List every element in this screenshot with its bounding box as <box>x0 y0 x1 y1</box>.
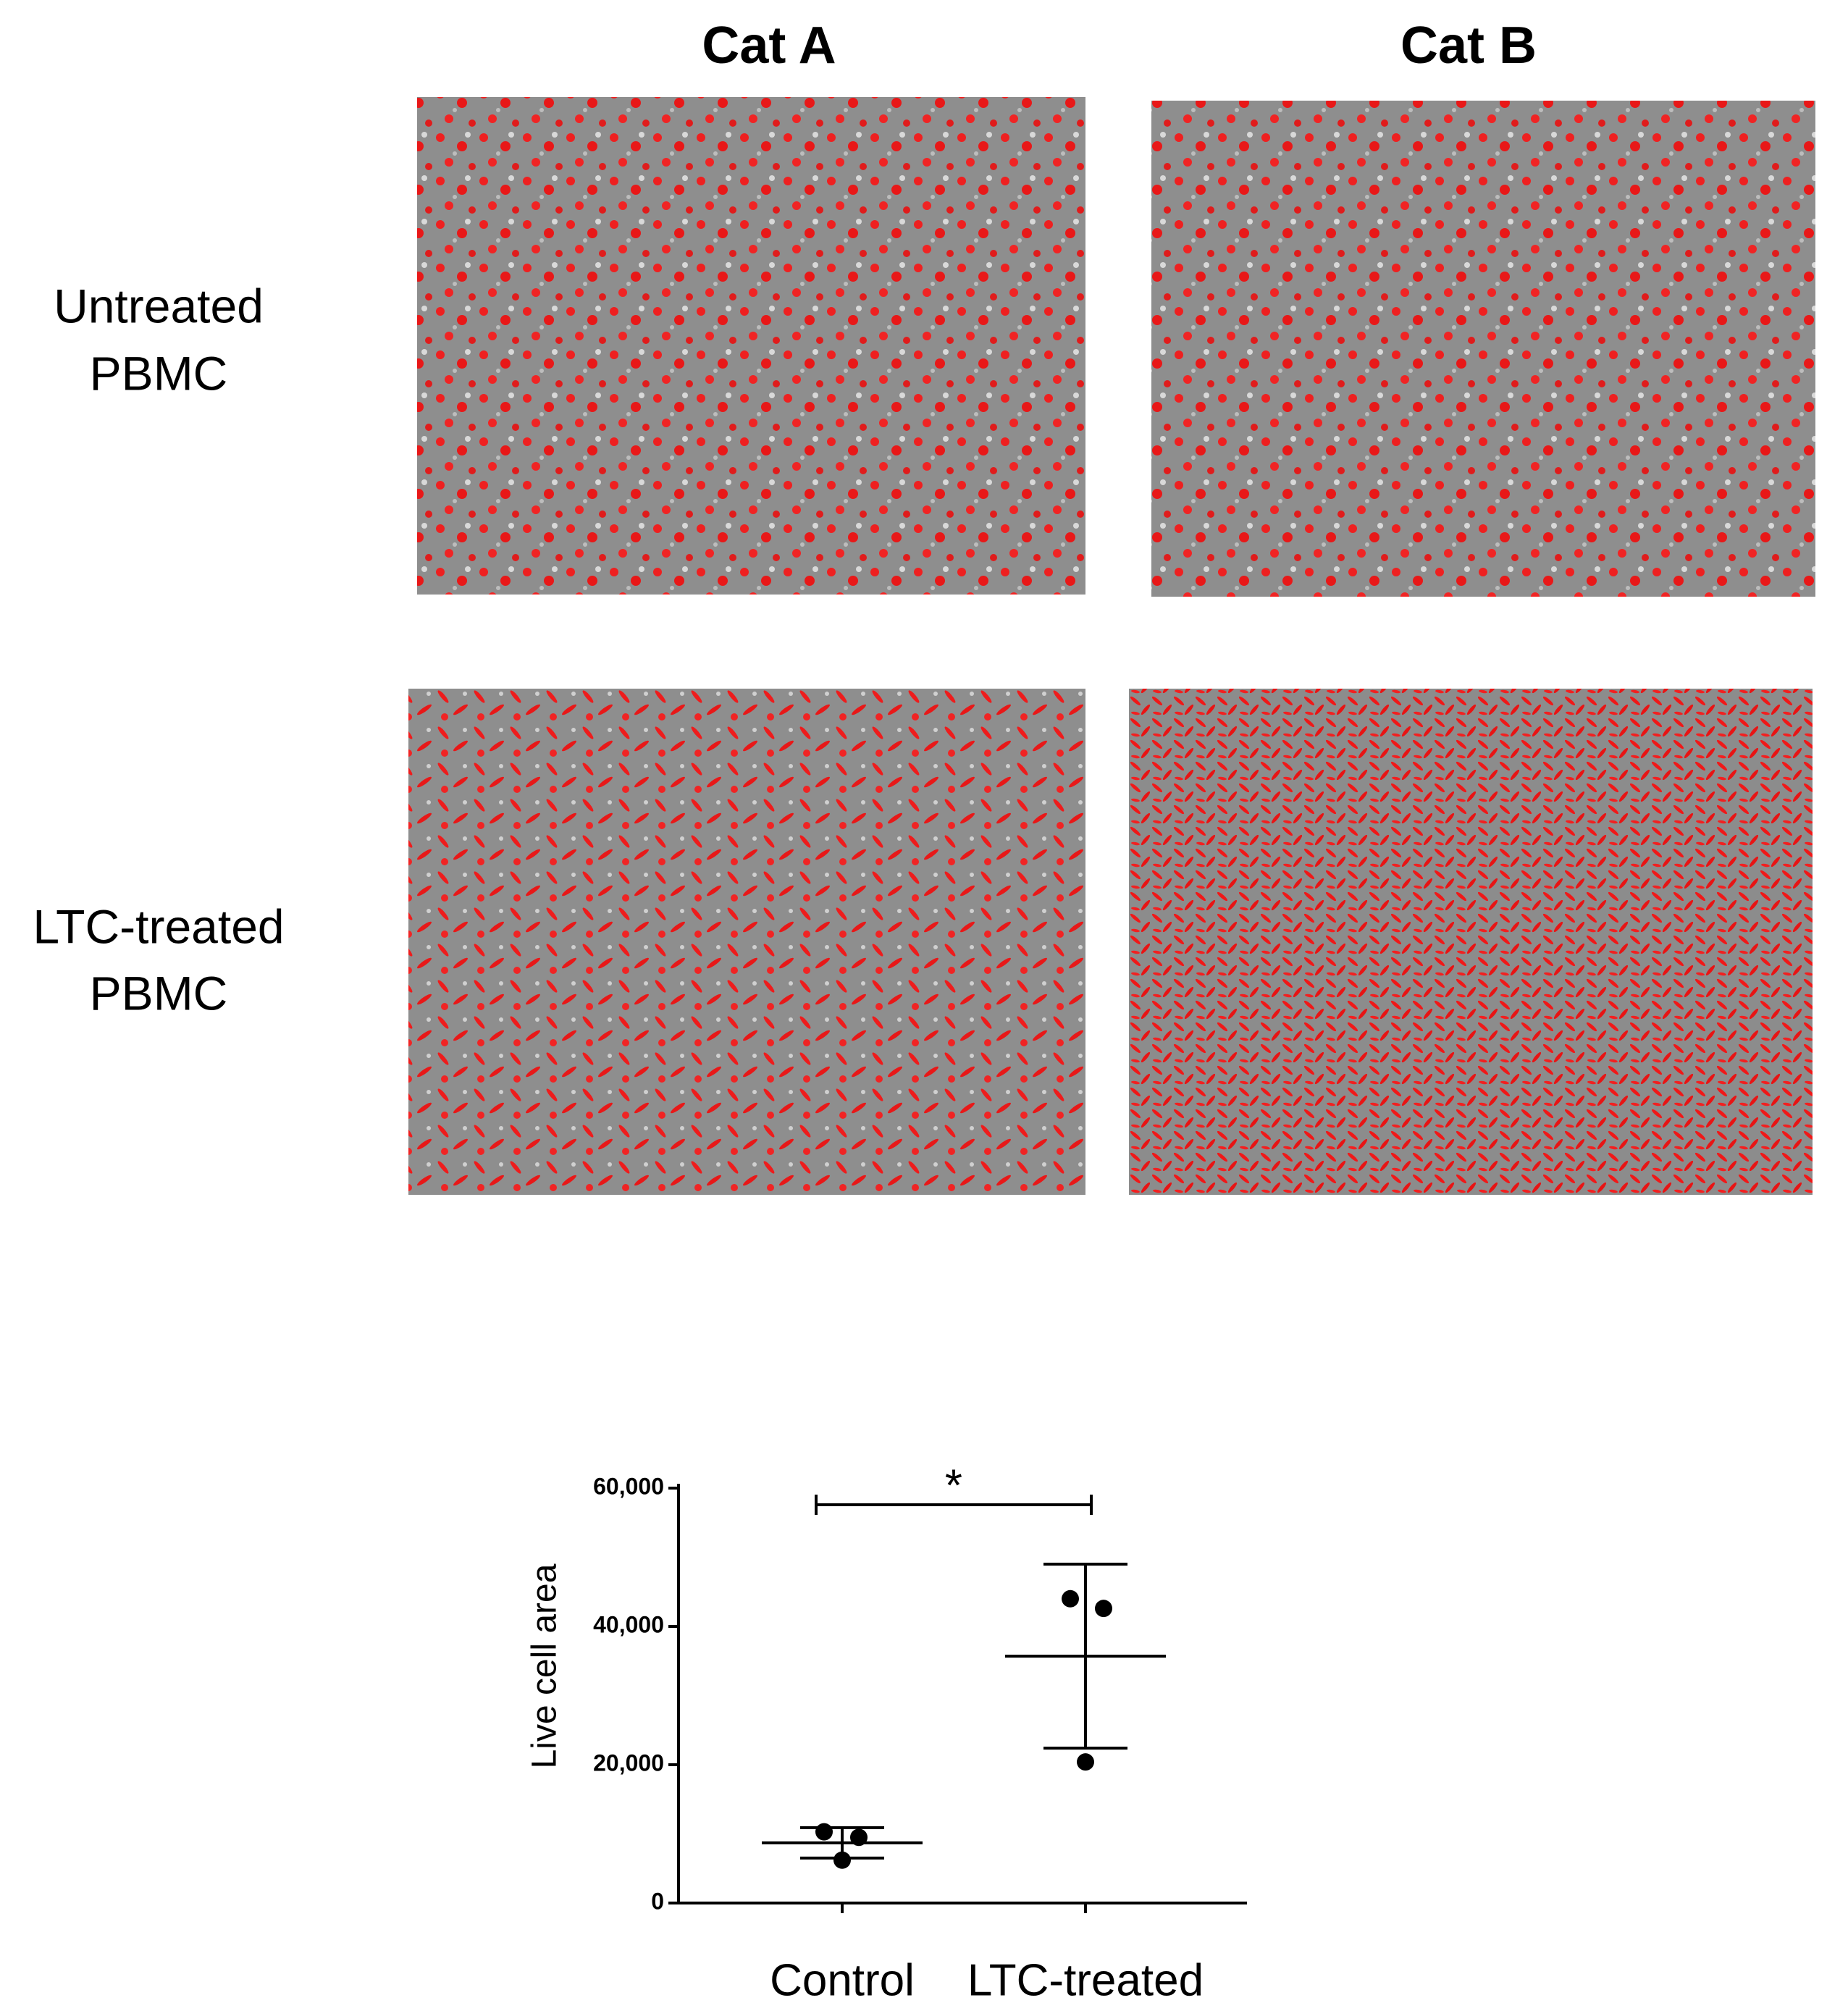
x-tick-label: LTC-treated <box>967 1955 1204 2005</box>
micrograph <box>417 97 1085 595</box>
row-label: PBMC <box>90 346 228 400</box>
row-label: Untreated <box>54 279 264 332</box>
y-axis-label: Live cell area <box>526 1563 564 1768</box>
micrograph <box>1129 689 1813 1195</box>
y-tick-label: 60,000 <box>593 1473 664 1499</box>
data-point <box>850 1828 868 1847</box>
significance-label: * <box>945 1461 962 1511</box>
y-tick-label: 20,000 <box>593 1750 664 1776</box>
y-tick-label: 40,000 <box>593 1611 664 1637</box>
data-point <box>1095 1600 1112 1618</box>
dot-plot: Live cell area 0 20,000 40,000 60,000 Contro… <box>526 1461 1247 2005</box>
data-point <box>833 1851 851 1869</box>
y-tick-label: 0 <box>651 1888 664 1914</box>
micrographs <box>408 97 1815 1195</box>
row-label: PBMC <box>90 966 228 1020</box>
data-point <box>1062 1589 1079 1608</box>
x-tick-label: Control <box>770 1955 915 2005</box>
micrograph <box>1151 101 1815 597</box>
column-label: Cat A <box>702 17 836 75</box>
column-label: Cat B <box>1400 17 1537 75</box>
data-point <box>815 1823 833 1841</box>
micrograph <box>408 689 1085 1195</box>
row-label: LTC-treated <box>33 899 284 953</box>
data-point <box>1077 1753 1094 1771</box>
